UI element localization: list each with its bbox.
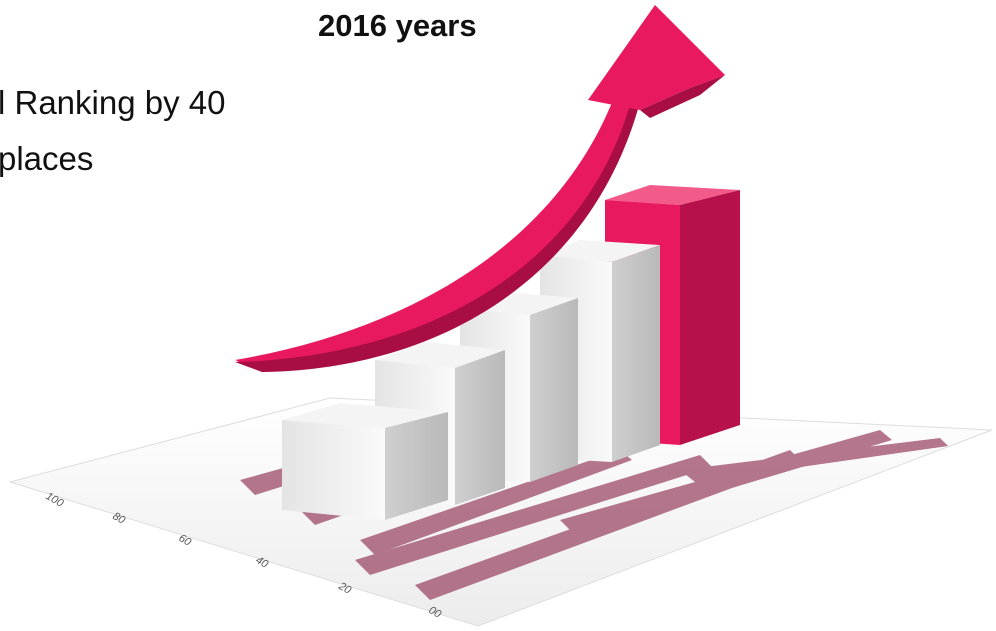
bars xyxy=(282,240,660,520)
arrow xyxy=(235,5,725,372)
body-line: places xyxy=(0,140,94,177)
body-line: l Ranking by 40 xyxy=(0,84,226,121)
floor xyxy=(8,397,993,627)
heading: 2016 years xyxy=(318,8,477,43)
